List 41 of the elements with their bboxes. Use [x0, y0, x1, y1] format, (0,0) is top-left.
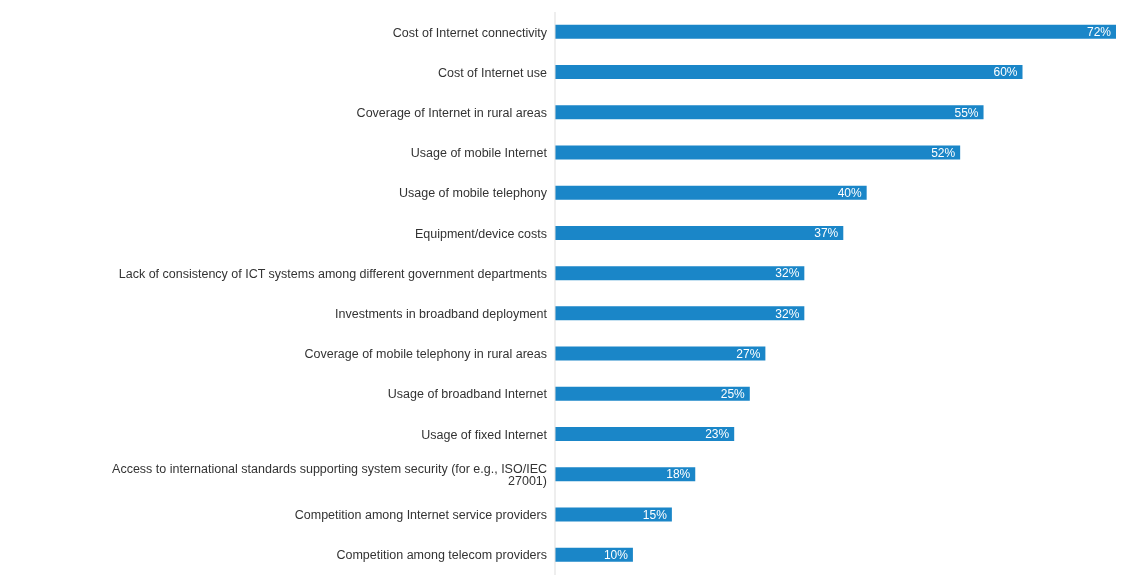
bar	[555, 346, 766, 361]
data-label: 72%	[1086, 25, 1112, 40]
data-label: 32%	[775, 306, 800, 321]
bar	[555, 105, 984, 120]
bar	[555, 306, 805, 321]
data-label: 32%	[775, 266, 800, 281]
y-tick-label: Competition among telecom providers	[336, 548, 547, 563]
data-label: 60%	[993, 65, 1018, 80]
y-tick-label: Cost of Internet connectivity	[392, 25, 548, 40]
bar	[555, 24, 1116, 39]
y-tick-label: Investments in broadband deployment	[335, 307, 548, 322]
y-tick-label: Coverage of Internet in rural areas	[356, 105, 547, 120]
y-tick-label: Usage of broadband Internet	[387, 387, 548, 402]
data-label: 37%	[814, 226, 839, 241]
bar	[555, 185, 867, 200]
y-tick-label: Cost of Internet use	[437, 65, 548, 80]
y-tick-label: Equipment/device costs	[414, 226, 547, 241]
bar	[555, 145, 961, 160]
data-label: 23%	[705, 427, 730, 442]
bar	[555, 225, 844, 240]
bar	[555, 507, 672, 522]
bar	[555, 427, 735, 442]
data-label: 10%	[603, 547, 629, 562]
y-tick-label: Usage of fixed Internet	[421, 427, 548, 442]
y-tick-label: Access to international standards supporting system security (for e.g., ISO/IEC 27001)	[112, 461, 547, 489]
y-tick-label: Usage of mobile telephony	[398, 186, 548, 201]
data-label: 40%	[837, 185, 862, 200]
data-label: 55%	[954, 105, 979, 120]
y-tick-label: Competition among Internet service providers	[294, 508, 547, 523]
data-label: 52%	[931, 145, 956, 160]
y-tick-label: Usage of mobile Internet	[410, 146, 548, 161]
bar	[555, 386, 750, 401]
data-label: 27%	[736, 346, 761, 361]
y-tick-label: Lack of consistency of ICT systems among different government departments	[118, 266, 547, 281]
data-label: 15%	[642, 507, 668, 522]
y-tick-label: Coverage of mobile telephony in rural areas	[304, 347, 547, 362]
data-label: 25%	[720, 387, 746, 402]
data-label: 18%	[666, 467, 691, 482]
bar	[555, 65, 1023, 80]
bar	[555, 266, 805, 281]
bar	[555, 467, 696, 482]
